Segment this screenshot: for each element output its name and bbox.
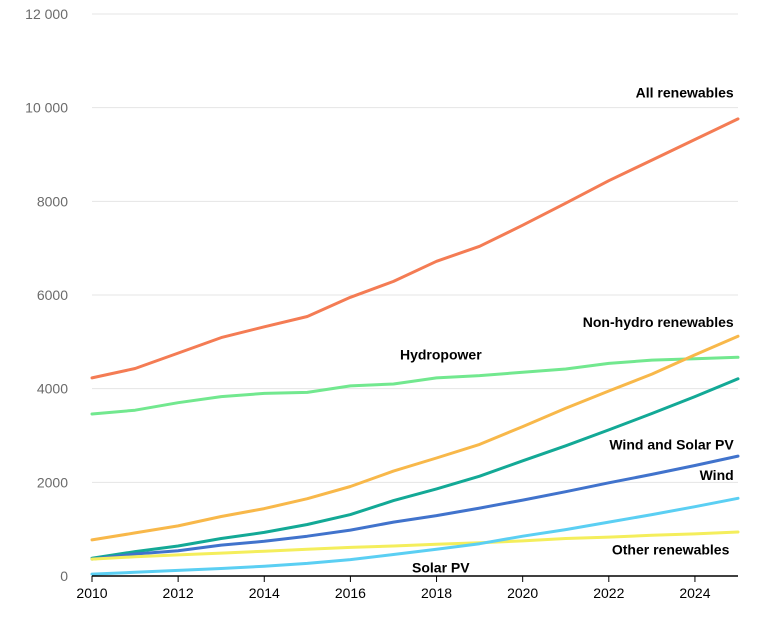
y-tick-label: 0 — [60, 568, 68, 584]
y-tick-label: 10 000 — [25, 100, 68, 116]
y-tick-label: 12 000 — [25, 6, 68, 22]
axes: 0 2000 4000 6000 8000 10 000 12 000 2010 2012 201… — [25, 6, 738, 601]
series-line-wind — [90, 454, 740, 561]
series-label-non-hydro-renewables: Non-hydro renewables — [583, 314, 734, 330]
series-label-other-renewables: Other renewables — [612, 541, 730, 557]
series-line-non-hydro-renewables — [90, 334, 740, 542]
series-label-wind: Wind — [700, 467, 734, 483]
y-tick-label: 2000 — [37, 474, 68, 490]
x-tick-label: 2024 — [679, 585, 710, 601]
series-lines — [90, 117, 740, 576]
x-tick-label: 2012 — [163, 585, 194, 601]
series-line-wind-and-solar-pv — [90, 377, 740, 560]
series-label-all-renewables: All renewables — [636, 84, 734, 100]
series-line-other-renewables — [90, 530, 740, 561]
x-tick-label: 2014 — [249, 585, 280, 601]
grid-lines — [92, 13, 738, 483]
series-line-all-renewables — [90, 117, 740, 380]
series-label-hydropower: Hydropower — [400, 347, 482, 363]
x-tick-label: 2018 — [421, 585, 452, 601]
y-tick-label: 4000 — [37, 381, 68, 397]
y-tick-label: 6000 — [37, 287, 68, 303]
x-tick-label: 2016 — [335, 585, 366, 601]
series-labels: All renewables Hydropower Non-hydro renewa… — [400, 84, 734, 575]
series-label-solar-pv: Solar PV — [412, 559, 470, 575]
series-line-solar-pv — [90, 496, 740, 576]
x-tick-label: 2020 — [507, 585, 538, 601]
x-tick-label: 2010 — [76, 585, 107, 601]
series-line-hydropower — [90, 355, 740, 416]
y-tick-label: 8000 — [37, 193, 68, 209]
x-tick-label: 2022 — [593, 585, 624, 601]
series-label-wind-and-solar-pv: Wind and Solar PV — [609, 437, 734, 453]
